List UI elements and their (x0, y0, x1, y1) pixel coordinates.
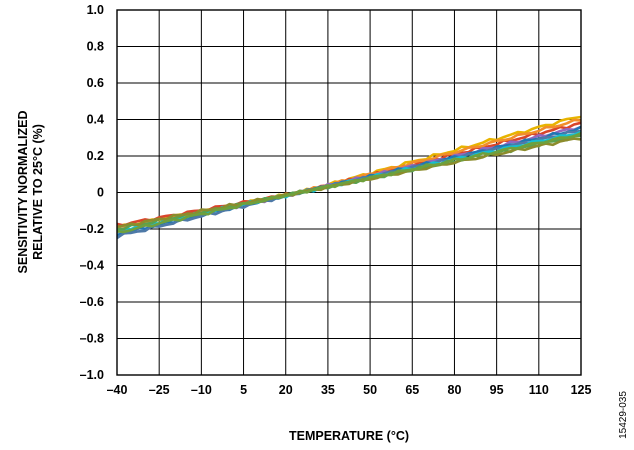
y-tick-label: 0.2 (87, 149, 104, 163)
y-tick-label: –0.8 (80, 332, 104, 346)
x-tick-label: 35 (321, 383, 335, 397)
y-tick-label: –0.2 (80, 222, 104, 236)
y-axis-title-line-1: SENSITIVITY NORMALIZED (16, 111, 30, 274)
series-line (116, 115, 582, 229)
x-tick-labels: –40 –25 –10 5 20 35 50 65 80 95 110 125 (107, 383, 592, 397)
y-tick-label: 0.8 (87, 40, 104, 54)
x-tick-label: 80 (448, 383, 462, 397)
x-tick-label: –40 (107, 383, 128, 397)
x-tick-label: –25 (149, 383, 170, 397)
y-tick-label: –0.4 (80, 259, 104, 273)
y-axis-title-line-2: RELATIVE TO 25°C (%) (31, 124, 45, 260)
x-tick-label: –10 (191, 383, 212, 397)
y-tick-label: 0.4 (87, 113, 104, 127)
series-layer (116, 115, 582, 240)
x-tick-label: 95 (490, 383, 504, 397)
figure-id: 15429-035 (618, 391, 629, 439)
x-tick-label: 110 (529, 383, 549, 397)
x-tick-label: 5 (240, 383, 247, 397)
x-tick-label: 50 (363, 383, 377, 397)
series-line (116, 132, 582, 234)
y-tick-label: –0.6 (80, 295, 104, 309)
x-tick-label: 20 (279, 383, 293, 397)
y-tick-label: –1.0 (80, 368, 104, 382)
grid-layer (116, 9, 582, 376)
y-tick-label: 1.0 (87, 3, 104, 17)
y-tick-labels: 1.0 0.8 0.6 0.4 0.2 0 –0.2 –0.4 –0.6 –0.8 –1.0 (80, 3, 104, 382)
x-tick-label: 125 (571, 383, 592, 397)
y-tick-label: 0.6 (87, 76, 104, 90)
plot-frame (116, 9, 582, 376)
x-axis-title: TEMPERATURE (°C) (289, 429, 409, 443)
x-tick-label: 65 (405, 383, 419, 397)
y-tick-label: 0 (97, 186, 104, 200)
